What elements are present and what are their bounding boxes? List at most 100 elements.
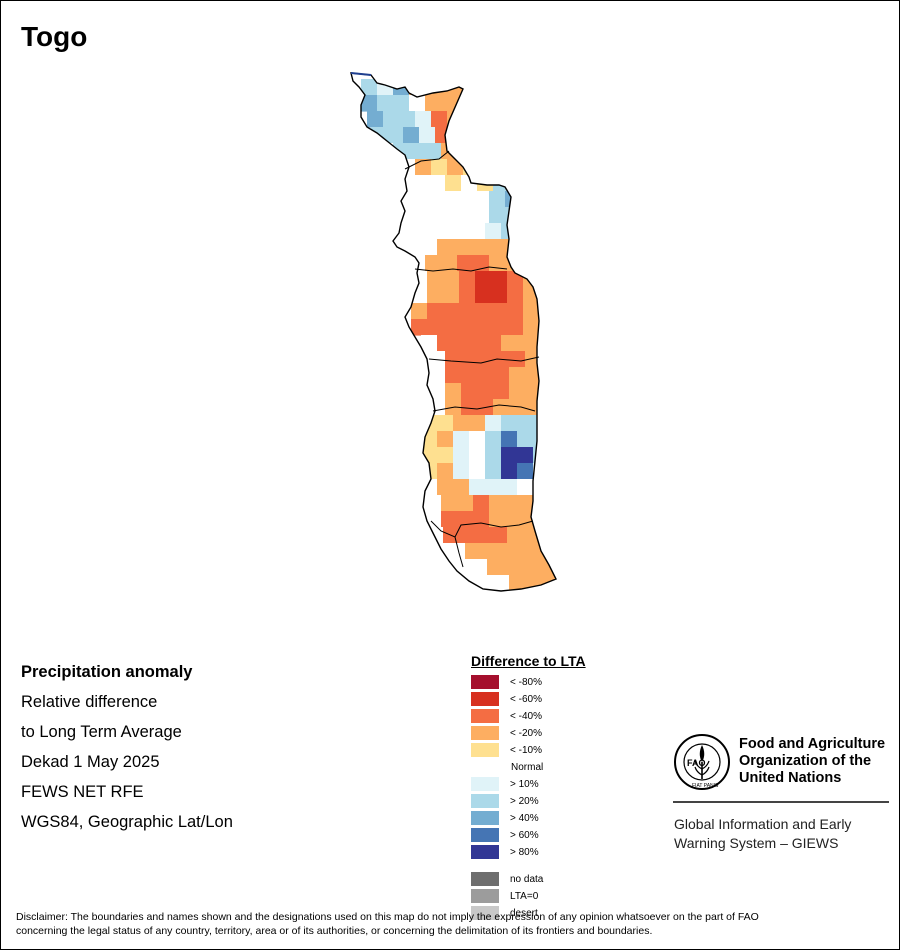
grid-cell <box>573 575 590 592</box>
grid-cell <box>441 191 458 208</box>
grid-cell <box>367 111 384 128</box>
legend-item: > 40% <box>471 809 586 826</box>
grid-cell <box>531 591 548 608</box>
grid-cell <box>507 303 524 320</box>
grid-cell <box>571 319 588 336</box>
grid-cell <box>459 271 476 288</box>
info-measure: Relative difference <box>21 693 158 711</box>
legend-item: desert <box>471 904 586 921</box>
grid-cell <box>555 287 556 304</box>
legend-item: no data <box>471 870 586 887</box>
grid-cell <box>437 335 454 352</box>
grid-cell <box>441 143 458 160</box>
grid-cell <box>611 591 628 608</box>
grid-cell <box>535 559 552 576</box>
grid-cell <box>573 399 590 416</box>
grid-cell <box>453 431 470 448</box>
grid-cell <box>411 271 428 288</box>
grid-cell <box>457 191 474 208</box>
map-info: Precipitation anomaly Relative differenc… <box>21 657 233 837</box>
grid-cell <box>553 511 556 528</box>
grid-cell <box>545 543 556 560</box>
grid-cell <box>469 335 486 352</box>
grid-cell <box>445 367 462 384</box>
grid-cell <box>473 511 490 528</box>
grid-cell <box>485 223 502 240</box>
grid-cell <box>595 591 612 608</box>
grid-cell <box>489 255 506 272</box>
grid-cell <box>425 207 442 224</box>
grid-cell <box>565 431 582 448</box>
grid-cell <box>565 463 582 480</box>
grid-cell <box>413 175 430 192</box>
grid-cell <box>517 239 534 256</box>
grid-cell <box>409 207 426 224</box>
grid-cell <box>425 143 442 160</box>
grid-cell <box>473 95 490 112</box>
grid-cell <box>615 559 632 576</box>
grid-cell <box>533 479 550 496</box>
grid-cell <box>473 191 490 208</box>
togo-map <box>350 72 644 608</box>
grid-cell <box>489 191 506 208</box>
grid-cell <box>627 591 644 608</box>
grid-cell <box>411 303 428 320</box>
grid-cell <box>461 383 478 400</box>
grid-cell <box>505 191 522 208</box>
grid-cell <box>471 559 488 576</box>
grid-cell <box>571 527 588 544</box>
grid-cell <box>361 95 378 112</box>
grid-cell <box>533 463 550 480</box>
legend-swatch <box>471 726 499 740</box>
grid-cell <box>519 559 536 576</box>
legend-label: > 80% <box>510 847 539 858</box>
grid-cell <box>485 447 502 464</box>
grid-cell <box>437 431 454 448</box>
grid-cell <box>421 335 438 352</box>
grid-cell <box>461 351 478 368</box>
grid-cell <box>557 383 574 400</box>
grid-cell <box>425 95 442 112</box>
grid-cell <box>547 591 564 608</box>
grid-cell <box>475 527 492 544</box>
legend-swatch <box>471 906 499 920</box>
grid-cell <box>569 495 586 512</box>
legend-label: < -20% <box>510 728 542 739</box>
grid-cell <box>437 223 454 240</box>
map-title: Togo <box>21 21 88 52</box>
legend-label: > 20% <box>510 796 539 807</box>
grid-cell <box>539 271 556 288</box>
grid-cell <box>593 543 610 560</box>
grid-cell <box>435 127 452 144</box>
grid-cell <box>523 527 540 544</box>
legend: Difference to LTA < -80% < -60% < -40% <… <box>471 653 586 921</box>
grid-cell <box>485 239 502 256</box>
giews-line1: Global Information and Early <box>674 816 852 832</box>
legend-swatch <box>471 675 499 689</box>
grid-cell <box>421 415 438 432</box>
legend-swatch <box>471 709 499 723</box>
grid-cell <box>377 143 394 160</box>
grid-cell <box>537 495 554 512</box>
grid-cell <box>555 527 556 544</box>
grid-cell <box>469 431 486 448</box>
grid-cell <box>479 159 496 176</box>
grid-cell <box>573 351 590 368</box>
grid-cell <box>475 271 492 288</box>
legend-item: Normal <box>471 758 586 775</box>
grid-cell <box>517 415 534 432</box>
grid-cell <box>393 95 410 112</box>
grid-cell <box>621 575 638 592</box>
grid-cell <box>479 111 496 128</box>
legend-swatch <box>471 794 499 808</box>
legend-label: > 60% <box>510 830 539 841</box>
grid-cell <box>541 399 556 416</box>
grid-cell <box>399 111 416 128</box>
giews-name: Global Information and Early Warning Sys… <box>674 815 851 853</box>
grid-cell <box>409 191 426 208</box>
legend-swatch <box>471 760 499 774</box>
grid-cell <box>459 287 476 304</box>
grid-cell <box>461 367 478 384</box>
grid-cell <box>565 447 582 464</box>
